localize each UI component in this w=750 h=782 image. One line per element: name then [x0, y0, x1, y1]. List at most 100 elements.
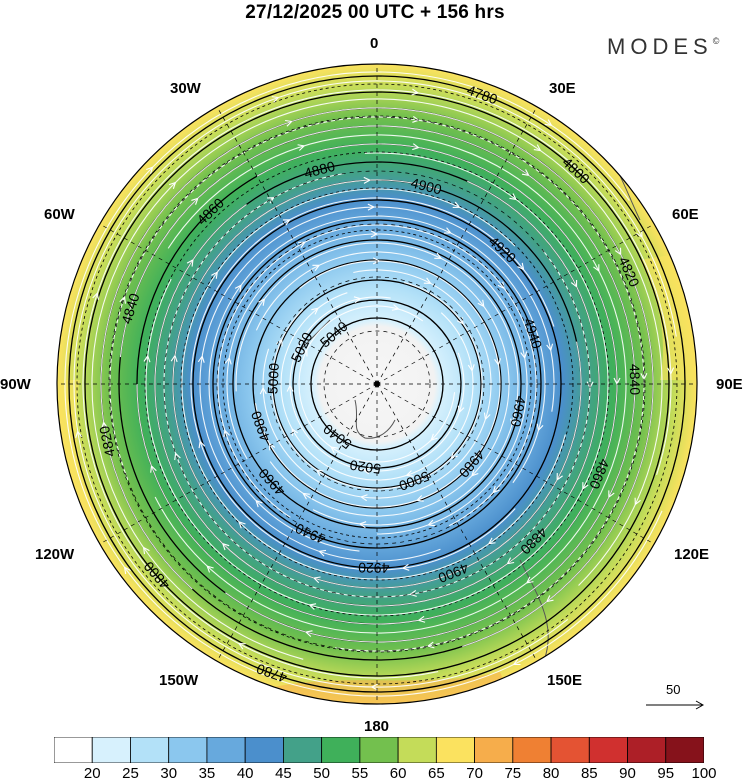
map-border — [56, 63, 698, 705]
streamline-arrow — [363, 176, 371, 184]
streamline — [298, 305, 456, 463]
colorbar-tick-25: 25 — [122, 765, 139, 782]
streamline-arrow — [416, 495, 424, 502]
streamline-arrow — [443, 227, 452, 234]
streamline — [235, 242, 519, 526]
streamline-arrow — [521, 169, 530, 176]
colorbar-tick-75: 75 — [504, 765, 522, 782]
streamline-arrow — [410, 590, 417, 597]
colorbar-swatch-10 — [435, 737, 475, 763]
copyright-mark: © — [712, 36, 720, 46]
streamline-arrow — [411, 88, 419, 96]
colorbar-tick-95: 95 — [657, 765, 675, 782]
contour-label-4960-1: 4960 — [507, 395, 529, 429]
streamline-arrow — [427, 641, 435, 649]
streamline-arrow — [497, 281, 505, 289]
parallel-3 — [163, 170, 591, 598]
streamline — [181, 188, 566, 580]
streamline-arrow — [667, 367, 675, 375]
colorbar-tick-55: 55 — [351, 765, 369, 782]
streamline — [289, 296, 465, 472]
streamline-arrow — [418, 615, 426, 623]
streamline — [254, 260, 501, 508]
streamline-arrow — [271, 96, 279, 103]
streamline-arrow — [556, 473, 563, 481]
streamline — [271, 282, 483, 490]
streamline — [91, 98, 663, 660]
colorbar-tick-80: 80 — [542, 765, 560, 782]
streamline — [262, 269, 492, 499]
meridian-330 — [216, 106, 378, 385]
streamline — [208, 215, 546, 552]
streamline-arrow — [305, 630, 313, 637]
streamline — [255, 251, 510, 517]
lon-label-150w: 150W — [159, 672, 199, 689]
contour-label-5020-1: 5020 — [349, 457, 382, 477]
streamline-arrow — [430, 433, 438, 441]
colorbar-swatch-3 — [168, 737, 208, 763]
lon-label-60e: 60E — [672, 206, 699, 223]
streamline-arrow — [311, 307, 319, 315]
streamline-arrow — [582, 482, 589, 490]
contour-label-4880-1: 4880 — [302, 158, 336, 182]
colorbar-tick-40: 40 — [236, 765, 254, 782]
colorbar-tick-90: 90 — [619, 765, 636, 782]
streamline-arrow — [520, 351, 528, 359]
map-title: 27/12/2025 00 UTC + 156 hrs — [245, 2, 505, 23]
colorbar-swatch-15 — [627, 737, 667, 763]
streamline-arrow — [360, 494, 368, 502]
streamline-arrow — [359, 521, 367, 529]
streamline-arrow — [124, 566, 131, 575]
streamline-arrow — [276, 339, 283, 347]
streamline-arrow — [434, 252, 442, 259]
streamline — [190, 197, 555, 571]
streamline-arrow — [526, 576, 534, 584]
streamline-arrow — [302, 492, 310, 500]
streamline-arrow — [391, 304, 399, 311]
lon-label-0: 0 — [370, 35, 379, 52]
antarctic-coast — [354, 399, 396, 439]
streamline-arrow — [267, 197, 275, 204]
parallel-4 — [109, 116, 645, 652]
colorbar-tick-45: 45 — [275, 765, 292, 782]
streamline-arrow — [614, 247, 622, 255]
colorbar-swatch-12 — [512, 737, 552, 763]
streamline-arrow — [457, 405, 465, 413]
streamline-arrow — [494, 358, 502, 366]
lon-label-60w: 60W — [44, 206, 75, 223]
colorbar — [54, 737, 704, 763]
streamline-arrow — [546, 595, 554, 603]
streamline-arrow — [312, 264, 320, 272]
colorbar-swatch-7 — [321, 737, 361, 763]
streamline-arrow — [92, 292, 99, 300]
colorbar-tick-30: 30 — [160, 765, 178, 782]
streamline-arrow — [191, 197, 199, 205]
reference-arrow-head — [695, 700, 705, 710]
streamline-arrow — [318, 549, 327, 557]
colorbar-tick-65: 65 — [428, 765, 445, 782]
lon-label-120w: 120W — [35, 546, 75, 563]
streamline-arrow — [186, 259, 194, 267]
streamline — [226, 233, 528, 535]
streamline — [64, 71, 663, 697]
streamline-arrow — [298, 241, 306, 249]
colorbar-tick-100: 100 — [691, 765, 717, 782]
streamline-arrow — [301, 349, 308, 357]
colorbar-swatch-14 — [588, 737, 628, 763]
streamline-arrow — [546, 343, 554, 351]
streamline-arrow — [483, 412, 491, 420]
streamline-arrow — [402, 563, 410, 571]
colorbar-tick-35: 35 — [198, 765, 216, 782]
streamline — [100, 107, 654, 648]
reference-vector — [646, 700, 705, 710]
streamline — [119, 125, 636, 643]
streamline — [154, 180, 600, 607]
streamline-arrow — [268, 443, 276, 451]
streamline-arrow — [211, 271, 218, 279]
streamline-arrow — [510, 418, 517, 426]
streamline-arrow — [313, 576, 321, 584]
contour-label-4920-0: 4920 — [358, 560, 390, 577]
colorbar-swatch-6 — [283, 737, 323, 763]
colorbar-tick-50: 50 — [313, 765, 330, 782]
